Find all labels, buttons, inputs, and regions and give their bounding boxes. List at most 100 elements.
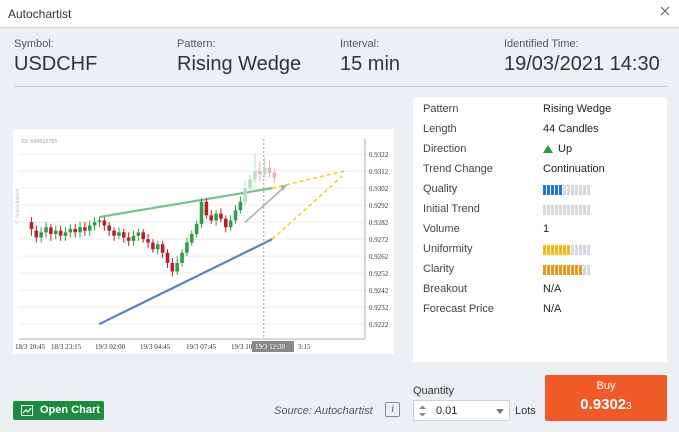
level-segment — [583, 265, 586, 275]
detail-row-direction: Direction Up — [413, 140, 667, 160]
candle-body — [131, 235, 136, 241]
y-tick-label: 0.9292 — [369, 202, 389, 210]
symbol-value: USDCHF — [14, 53, 98, 75]
level-segment — [583, 205, 586, 215]
candle-body — [224, 218, 228, 228]
source-text: Source: Autochartist — [274, 405, 373, 417]
identified-time-label: Identified Time: — [504, 38, 579, 50]
y-tick-label: 0.9222 — [369, 321, 389, 329]
detail-row-pattern: Pattern Rising Wedge — [413, 100, 667, 120]
x-tick-label: 18/3 20:45 — [15, 343, 46, 351]
level-segment — [567, 185, 570, 195]
y-tick-label: 0.9302 — [369, 185, 389, 193]
title-bar: Autochartist — [0, 0, 679, 28]
level-meter — [543, 245, 591, 255]
x-tick-label: 19/3 07:45 — [186, 343, 217, 351]
detail-value-text: Up — [558, 143, 573, 155]
y-tick-label: 0.9312 — [369, 168, 389, 176]
level-segment — [575, 245, 578, 255]
pattern-value: Rising Wedge — [177, 53, 302, 75]
level-segment — [543, 245, 546, 255]
candle-body — [58, 230, 63, 236]
candle-body — [170, 262, 175, 272]
level-segment — [559, 185, 562, 195]
pattern-label: Pattern: — [177, 38, 216, 50]
close-icon[interactable] — [657, 3, 673, 19]
level-segment — [543, 205, 546, 215]
open-chart-label: Open Chart — [40, 404, 100, 416]
stepper-icon[interactable] — [418, 404, 427, 418]
detail-value: Rising Wedge — [543, 103, 612, 115]
x-tick-label: 19/3 02:00 — [95, 343, 126, 351]
detail-value: N/A — [543, 303, 562, 315]
candle-body — [117, 232, 121, 236]
level-segment — [587, 185, 590, 195]
y-tick-label: 0.9232 — [369, 304, 389, 312]
candle-body — [34, 230, 39, 238]
candle-body — [151, 242, 155, 250]
level-meter — [543, 185, 591, 195]
candle-body — [126, 237, 131, 241]
candle-body — [141, 232, 146, 240]
candle-body — [228, 220, 233, 228]
candle-body — [83, 227, 87, 231]
open-chart-button[interactable]: Open Chart — [13, 401, 104, 420]
candle-body — [175, 262, 180, 272]
candle-body — [233, 210, 238, 221]
level-segment — [547, 265, 550, 275]
candle-body — [78, 227, 82, 233]
level-segment — [571, 265, 574, 275]
candle-body — [107, 225, 111, 231]
x-tick-label: 19/3 12:30 — [255, 343, 286, 351]
buy-price-pip: 3 — [626, 401, 632, 412]
detail-row-breakout: Breakout N/A — [413, 280, 667, 300]
candle-body — [136, 232, 141, 236]
y-tick-label: 0.9272 — [369, 236, 389, 244]
level-segment — [587, 245, 590, 255]
y-tick-label: 0.9252 — [369, 270, 389, 278]
level-segment — [567, 205, 570, 215]
level-segment — [563, 205, 566, 215]
candle-body — [92, 222, 97, 226]
level-segment — [563, 245, 566, 255]
level-segment — [555, 265, 558, 275]
info-icon[interactable]: i — [385, 402, 400, 417]
quantity-input[interactable]: 0.01 — [413, 400, 510, 421]
buy-button[interactable]: Buy 0.93023 — [545, 375, 667, 421]
candle-body — [87, 225, 92, 231]
level-segment — [547, 245, 550, 255]
detail-row-volume: Volume 1 — [413, 220, 667, 240]
chevron-down-icon[interactable] — [496, 409, 504, 414]
candle-body — [248, 179, 252, 189]
candle-body — [102, 220, 107, 226]
candle-body — [160, 244, 165, 253]
buy-price: 0.93023 — [545, 396, 667, 413]
level-segment — [555, 185, 558, 195]
detail-key: Breakout — [423, 283, 468, 295]
level-segment — [571, 205, 574, 215]
candle-body — [262, 167, 267, 175]
level-segment — [583, 245, 586, 255]
level-segment — [579, 265, 582, 275]
candle-body — [146, 239, 150, 243]
candle-body — [97, 220, 102, 223]
level-segment — [567, 265, 570, 275]
trendline-lower-projection — [271, 173, 345, 240]
watermark: © Autochartist — [14, 188, 21, 224]
candle-body — [29, 222, 34, 229]
level-segment — [551, 185, 554, 195]
detail-key: Direction — [423, 143, 467, 155]
detail-value: Continuation — [543, 163, 605, 175]
symbol-label: Symbol: — [14, 38, 54, 50]
candle-body — [243, 188, 248, 202]
candle-body — [272, 172, 277, 178]
level-segment — [567, 245, 570, 255]
level-meter — [543, 265, 591, 275]
level-segment — [563, 185, 566, 195]
y-tick-label: 0.9262 — [369, 253, 389, 261]
candle-body — [121, 232, 126, 238]
chart-icon — [21, 405, 33, 416]
buy-label: Buy — [596, 380, 616, 392]
candle-body — [199, 201, 204, 224]
candlestick-chart: 0.9322 0.9312 0.9302 0.9292 0.9282 0.9272 0.92… — [14, 139, 389, 352]
